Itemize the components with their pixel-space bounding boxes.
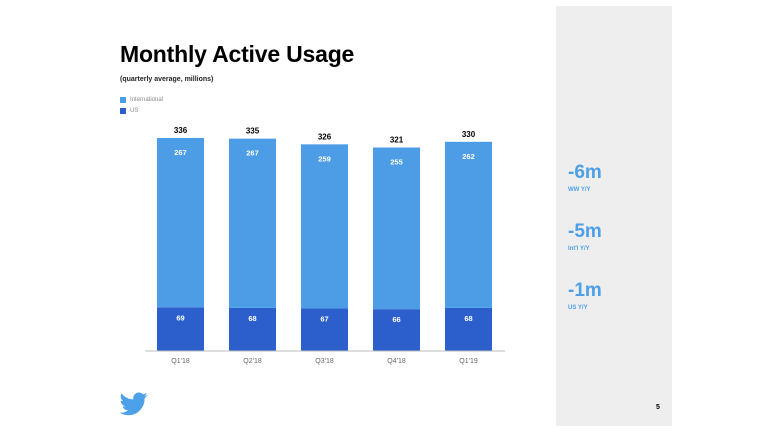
data-label-total-1: 335 bbox=[246, 127, 260, 136]
legend-swatch-us bbox=[120, 107, 126, 114]
bar-us-1 bbox=[229, 307, 276, 351]
bar-international-1 bbox=[229, 138, 276, 308]
data-label-international-2: 259 bbox=[318, 154, 331, 163]
data-label-international-4: 262 bbox=[462, 152, 475, 161]
stat-intl-value: -5m bbox=[568, 221, 602, 242]
x-tick-label-2: Q3'18 bbox=[315, 358, 334, 365]
slide-subtitle: (quarterly average, millions) bbox=[120, 76, 214, 83]
data-label-total-3: 321 bbox=[390, 136, 404, 145]
stat-us-value: -1m bbox=[568, 280, 602, 301]
stat-ww-label: WW Y/Y bbox=[568, 187, 591, 193]
legend-item-international: International bbox=[120, 94, 163, 105]
data-label-us-2: 67 bbox=[320, 315, 328, 324]
bar-us-3 bbox=[373, 309, 420, 351]
data-label-international-3: 255 bbox=[390, 158, 403, 167]
stat-us-label: US Y/Y bbox=[568, 305, 588, 311]
legend-item-us: US bbox=[120, 105, 163, 116]
bar-us-2 bbox=[301, 308, 348, 351]
x-tick-label-3: Q4'18 bbox=[387, 358, 406, 365]
side-panel bbox=[556, 6, 672, 426]
data-label-total-0: 336 bbox=[174, 126, 188, 135]
bar-international-0 bbox=[157, 138, 204, 308]
stat-ww: -6m WW Y/Y bbox=[568, 162, 602, 194]
x-tick-label-0: Q1'18 bbox=[171, 358, 190, 365]
bar-international-2 bbox=[301, 144, 348, 309]
chart-legend: International US bbox=[120, 94, 163, 116]
data-label-us-0: 69 bbox=[176, 313, 184, 322]
x-tick-label-1: Q2'18 bbox=[243, 358, 262, 365]
stat-ww-value: -6m bbox=[568, 162, 602, 183]
bar-us-4 bbox=[445, 307, 492, 351]
data-label-international-0: 267 bbox=[174, 148, 187, 157]
x-tick-label-4: Q1'19 bbox=[459, 358, 478, 365]
bar-international-3 bbox=[373, 147, 420, 310]
legend-swatch-international bbox=[120, 96, 126, 103]
bar-international-4 bbox=[445, 141, 492, 308]
bar-us-0 bbox=[157, 307, 204, 351]
stat-intl-label: Int'l Y/Y bbox=[568, 246, 590, 252]
legend-label-international: International bbox=[130, 96, 164, 103]
data-label-international-1: 267 bbox=[246, 149, 259, 158]
data-label-us-3: 66 bbox=[392, 315, 400, 324]
stat-us: -1m US Y/Y bbox=[568, 280, 602, 312]
stat-intl: -5m Int'l Y/Y bbox=[568, 221, 602, 253]
legend-label-us: US bbox=[130, 107, 139, 114]
data-label-total-4: 330 bbox=[462, 130, 476, 139]
data-label-total-2: 326 bbox=[318, 132, 332, 141]
twitter-bird-icon bbox=[120, 392, 148, 416]
slide-title: Monthly Active Usage bbox=[120, 41, 355, 67]
data-label-us-4: 68 bbox=[464, 314, 472, 323]
data-label-us-1: 68 bbox=[248, 314, 256, 323]
page-number: 5 bbox=[656, 404, 660, 411]
